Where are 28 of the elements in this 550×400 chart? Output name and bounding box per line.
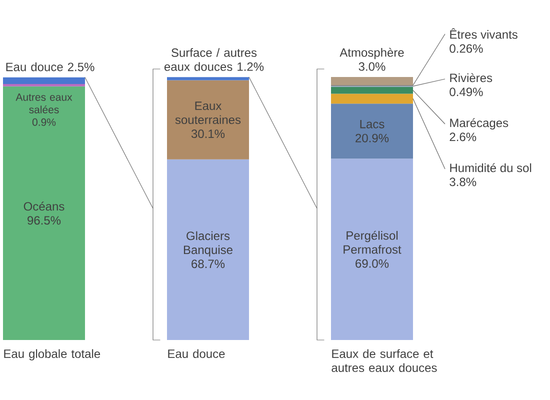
data-label: 0.26% bbox=[450, 44, 483, 53]
data-label: 0.49% bbox=[450, 88, 483, 96]
x-tick-label: Eaux de surface et autres eaux douces bbox=[332, 349, 437, 372]
x-tick-label: Eau globale totale bbox=[4, 349, 100, 360]
text: Rivières bbox=[450, 73, 492, 82]
text: Marécages bbox=[450, 118, 508, 130]
data-label: 2.6% bbox=[450, 132, 476, 142]
series-label: Eau douce bbox=[6, 62, 63, 72]
data-label: 3.0% bbox=[358, 62, 386, 71]
x-tick-label: Eau douce bbox=[168, 349, 225, 358]
series-label: Pergélisol Permafrost bbox=[344, 230, 402, 254]
series-label: Autres eaux salées bbox=[16, 94, 72, 114]
data-label: 68.7% bbox=[192, 260, 225, 268]
series-label: Lacs bbox=[360, 120, 384, 128]
data-label: 20.9% bbox=[356, 134, 389, 142]
data-label: 69.0% bbox=[356, 259, 389, 268]
series-label: Atmosphère bbox=[340, 48, 404, 60]
data-label: 1.2% bbox=[238, 62, 264, 71]
series-label: Glaciers Banquise bbox=[184, 231, 232, 256]
data-label: 30.1% bbox=[191, 130, 225, 138]
series-label: Eaux souterraines bbox=[175, 102, 241, 124]
text: Êtres vivants bbox=[450, 28, 518, 39]
data-label: 96.5% bbox=[28, 216, 61, 225]
data-label: 0.9% bbox=[32, 118, 56, 126]
data-label: 2.5% bbox=[68, 62, 94, 72]
text: Humidité du sol bbox=[450, 163, 532, 172]
series-label: Océans bbox=[24, 202, 64, 211]
data-label: 3.8% bbox=[450, 178, 476, 186]
